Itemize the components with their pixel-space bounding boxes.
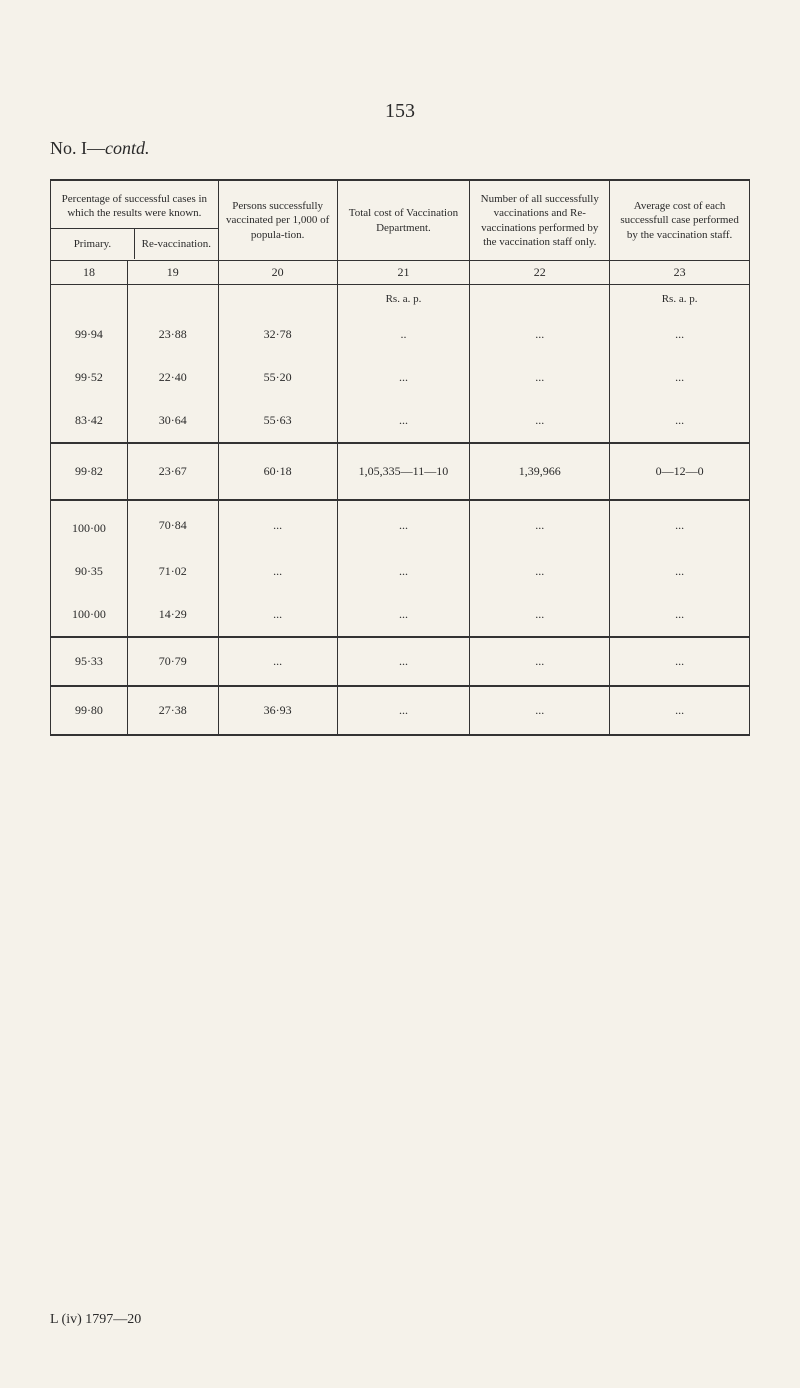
col-num: 18 xyxy=(51,261,128,285)
cell: ... xyxy=(218,637,337,686)
cell: 95·33 xyxy=(51,637,128,686)
cell: ... xyxy=(218,593,337,637)
cell: ... xyxy=(218,500,337,550)
col-num: 22 xyxy=(470,261,610,285)
sub-header-revacc: Re-vaccination. xyxy=(135,229,218,259)
cell: 0—12—0 xyxy=(610,443,750,500)
cell: ... xyxy=(610,637,750,686)
cell: ... xyxy=(470,500,610,550)
footer-reference: L (iv) 1797—20 xyxy=(50,1312,141,1328)
title-italic: contd. xyxy=(105,138,150,158)
table-title: No. I—contd. xyxy=(50,138,750,159)
cell: ... xyxy=(470,637,610,686)
cell: 22·40 xyxy=(127,356,218,399)
cell: 71·02 xyxy=(127,550,218,593)
cell: 90·35 xyxy=(51,550,128,593)
cell: 70·79 xyxy=(127,637,218,686)
table-row: 99·52 22·40 55·20 ... ... ... xyxy=(51,356,750,399)
header-col3: Persons successfully vaccinated per 1,00… xyxy=(218,181,337,261)
cell: 23·67 xyxy=(127,443,218,500)
cell: 99·94 xyxy=(51,313,128,356)
grouped-header: Percentage of successful cases in which … xyxy=(55,192,214,221)
unit-row: Rs. a. p. Rs. a. p. xyxy=(51,285,750,314)
cell: ... xyxy=(337,593,470,637)
table-row: 99·82 23·67 60·18 1,05,335—11—10 1,39,96… xyxy=(51,443,750,500)
column-number-row: 18 19 20 21 22 23 xyxy=(51,261,750,285)
col-num: 20 xyxy=(218,261,337,285)
cell: 55·20 xyxy=(218,356,337,399)
cell: ... xyxy=(470,399,610,443)
cell: 23·88 xyxy=(127,313,218,356)
table-row: 83·42 30·64 55·63 ... ... ... xyxy=(51,399,750,443)
cell: 32·78 xyxy=(218,313,337,356)
cell: ... xyxy=(337,686,470,735)
table-row: 99·94 23·88 32·78 .. ... ... xyxy=(51,313,750,356)
cell: 27·38 xyxy=(127,686,218,735)
table-row: 99·80 27·38 36·93 ... ... ... xyxy=(51,686,750,735)
cell: ... xyxy=(470,686,610,735)
header-col6: Average cost of each successfull case pe… xyxy=(610,181,750,261)
table-row: 90·35 71·02 ... ... ... ... xyxy=(51,550,750,593)
cell: ... xyxy=(470,356,610,399)
cell: ... xyxy=(337,356,470,399)
unit-col4: Rs. a. p. xyxy=(337,285,470,314)
cell: 1,05,335—11—10 xyxy=(337,443,470,500)
header-col4: Total cost of Vaccination Department. xyxy=(337,181,470,261)
cell: ... xyxy=(470,313,610,356)
cell: ... xyxy=(337,637,470,686)
unit-col6: Rs. a. p. xyxy=(610,285,750,314)
table-body: Rs. a. p. Rs. a. p. 99·94 23·88 32·78 ..… xyxy=(51,285,750,736)
cell: 99·82 xyxy=(51,443,128,500)
cell: ... xyxy=(470,593,610,637)
cell: ... xyxy=(610,550,750,593)
col-num: 21 xyxy=(337,261,470,285)
cell: 1,39,966 xyxy=(470,443,610,500)
table-container: Percentage of successful cases in which … xyxy=(50,179,750,736)
page-number: 153 xyxy=(50,100,750,123)
cell: .. xyxy=(337,313,470,356)
cell: 30·64 xyxy=(127,399,218,443)
sub-header-primary: Primary. xyxy=(51,229,135,259)
cell: 60·18 xyxy=(218,443,337,500)
header-col5: Number of all successfully vaccinations … xyxy=(470,181,610,261)
cell: ... xyxy=(610,686,750,735)
header-row: Percentage of successful cases in which … xyxy=(51,181,750,261)
table-row: 100·00 14·29 ... ... ... ... xyxy=(51,593,750,637)
cell: ... xyxy=(610,593,750,637)
cell: ... xyxy=(337,399,470,443)
cell: ... xyxy=(470,550,610,593)
cell: 36·93 xyxy=(218,686,337,735)
cell: 70·84 xyxy=(127,500,218,550)
cell: 99·80 xyxy=(51,686,128,735)
cell: ... xyxy=(337,550,470,593)
col-num: 19 xyxy=(127,261,218,285)
col-num: 23 xyxy=(610,261,750,285)
vaccination-table: Percentage of successful cases in which … xyxy=(50,180,750,736)
cell: 14·29 xyxy=(127,593,218,637)
table-row: 100·00 70·84 ... ... ... ... xyxy=(51,500,750,550)
table-row: 95·33 70·79 ... ... ... ... xyxy=(51,637,750,686)
cell: ... xyxy=(610,356,750,399)
cell: ... xyxy=(218,550,337,593)
cell: 55·63 xyxy=(218,399,337,443)
cell: ... xyxy=(337,500,470,550)
cell: ... xyxy=(610,399,750,443)
cell: 83·42 xyxy=(51,399,128,443)
cell: 99·52 xyxy=(51,356,128,399)
cell: 100·00 xyxy=(51,500,128,550)
title-prefix: No. I— xyxy=(50,138,105,158)
cell: 100·00 xyxy=(51,593,128,637)
cell: ... xyxy=(610,500,750,550)
cell: ... xyxy=(610,313,750,356)
